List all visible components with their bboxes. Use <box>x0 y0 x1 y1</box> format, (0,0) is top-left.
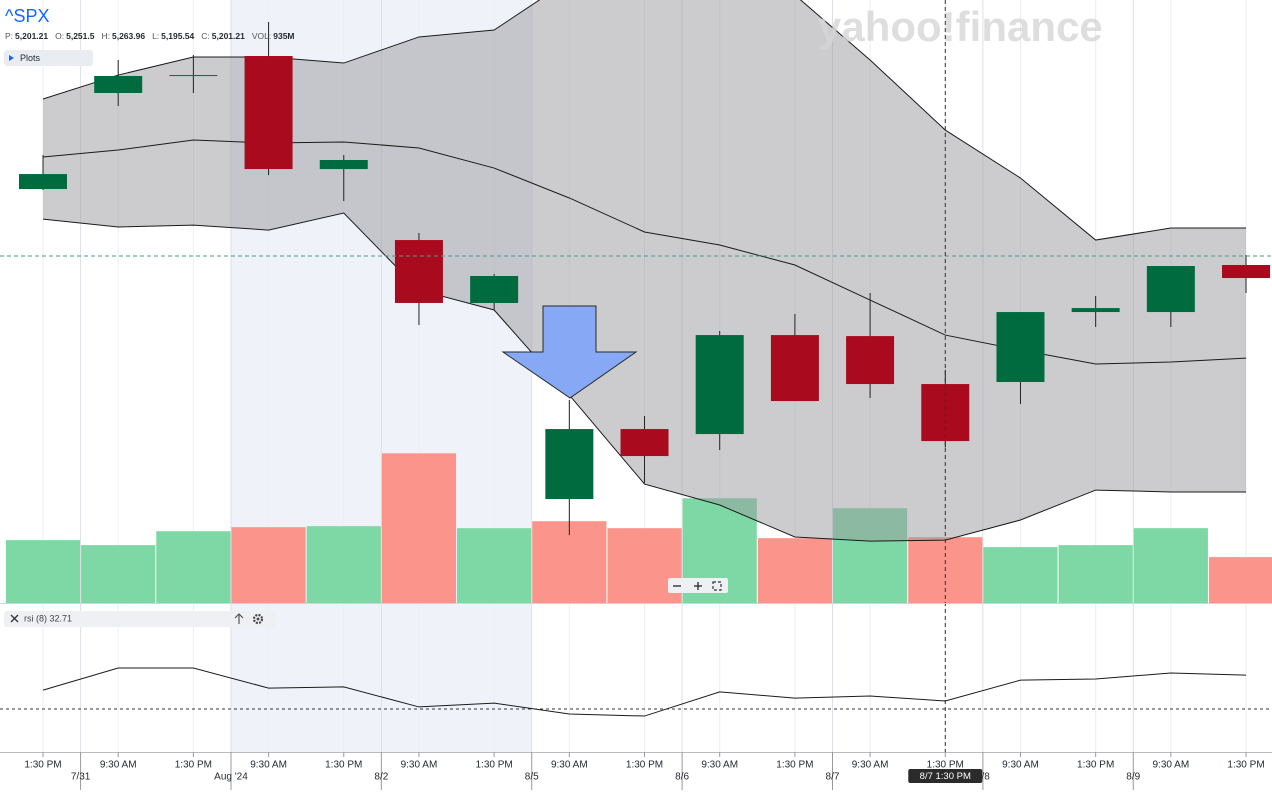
quote-value: 5,263.96 <box>112 31 145 41</box>
rsi-line <box>42 667 1247 717</box>
quote-label: H: <box>101 31 110 41</box>
quote-value: 5,195.54 <box>161 31 194 41</box>
volume-bar <box>156 531 231 603</box>
candle-body <box>695 335 744 435</box>
x-tick-label: 9:30 AM <box>1152 760 1189 771</box>
volume-bar <box>1133 528 1208 603</box>
quote-value: 5,251.5 <box>66 31 95 41</box>
candle-body <box>244 56 293 170</box>
band-middle <box>42 139 1247 365</box>
x-tick-label: 9:30 AM <box>250 760 287 771</box>
x-tick-label: 1:30 PM <box>476 760 513 771</box>
candle-body <box>1071 308 1120 313</box>
quote-value: 935M <box>273 31 294 41</box>
crosshair-label: 8/7 1:30 PM <box>920 771 971 782</box>
volume-bar <box>457 528 532 603</box>
quote-value: 5,201.21 <box>212 31 245 41</box>
rsi-close[interactable] <box>10 614 19 623</box>
candle-body <box>1146 266 1195 313</box>
x-tick-label: 1:30 PM <box>626 760 663 771</box>
date-label: 8/7 <box>826 772 840 783</box>
rsi-label: rsi (8) 32.71 <box>24 613 72 623</box>
x-tick-label: 1:30 PM <box>175 760 212 771</box>
volume-bar <box>231 527 306 603</box>
candle-body <box>470 275 519 303</box>
rsi-move-up[interactable] <box>234 613 244 624</box>
annotation-arrow <box>501 305 638 399</box>
candle-body <box>1222 264 1271 279</box>
x-tick-label: 1:30 PM <box>24 760 61 771</box>
candle-body <box>169 75 218 77</box>
date-label: 8/5 <box>525 772 539 783</box>
x-tick-label: 9:30 AM <box>100 760 137 771</box>
candle-body <box>394 240 443 303</box>
quote-label: L: <box>152 31 159 41</box>
x-tick-label: 1:30 PM <box>1077 760 1114 771</box>
quote-label: P: <box>5 31 13 41</box>
x-tick-label: 9:30 AM <box>401 760 438 771</box>
candle-body <box>545 429 594 500</box>
quote-line: P: 5,201.21 O: 5,251.5 H: 5,263.96 L: 5,195.54 C… <box>5 31 295 41</box>
volume-bar <box>757 538 832 603</box>
candle-body <box>770 335 819 402</box>
band-upper <box>42 0 1247 241</box>
watermark: yahoo!finance <box>818 3 1103 50</box>
candle-body <box>19 174 67 190</box>
volume-bar <box>1208 557 1272 603</box>
quote-label: C: <box>201 31 210 41</box>
quote-label: O: <box>55 31 64 41</box>
plots-label[interactable]: Plots <box>20 53 41 63</box>
rsi-tag: rsi (8) 32.71 <box>4 611 276 627</box>
rsi-tag-bg <box>4 611 276 627</box>
plots-button[interactable] <box>4 50 93 66</box>
x-tick-label: 1:30 PM <box>1227 760 1264 771</box>
date-label: 8/9 <box>1126 772 1140 783</box>
x-tick-label: 1:30 PM <box>927 760 964 771</box>
band-lower <box>42 212 1247 542</box>
volume-bar <box>306 526 381 603</box>
volume-bar <box>381 453 457 603</box>
candle-body <box>94 75 143 93</box>
zoom-in[interactable] <box>694 582 702 590</box>
x-tick-label: 9:30 AM <box>551 760 588 771</box>
symbol: ^SPX <box>5 6 49 26</box>
zoom-controls <box>668 578 728 593</box>
volume-bar <box>81 545 156 603</box>
zoom-reset[interactable] <box>712 581 722 591</box>
date-label: Aug '24 <box>214 772 248 783</box>
rsi-settings[interactable] <box>252 613 264 625</box>
plots-caret <box>9 55 14 61</box>
volume-bar <box>5 540 81 603</box>
x-tick-label: 9:30 AM <box>852 760 889 771</box>
candle-body <box>846 336 895 385</box>
date-label: 8/8 <box>976 772 990 783</box>
crosshair-tooltip <box>908 769 983 783</box>
volume-bar <box>983 547 1058 603</box>
x-tick-label: 9:30 AM <box>701 760 738 771</box>
x-tick-label: 1:30 PM <box>776 760 813 771</box>
date-label: 8/2 <box>374 772 388 783</box>
candle-body <box>996 312 1045 383</box>
x-axis-bg <box>0 752 1272 792</box>
x-tick-label: 9:30 AM <box>1002 760 1039 771</box>
candle-body <box>620 429 669 457</box>
x-tick-label: 1:30 PM <box>325 760 362 771</box>
candle-body <box>319 159 368 170</box>
date-label: 7/31 <box>71 772 91 783</box>
volume-bar <box>1058 545 1133 603</box>
quote-label: VOL: <box>252 31 271 41</box>
quote-value: 5,201.21 <box>15 31 48 41</box>
date-label: 8/6 <box>675 772 689 783</box>
